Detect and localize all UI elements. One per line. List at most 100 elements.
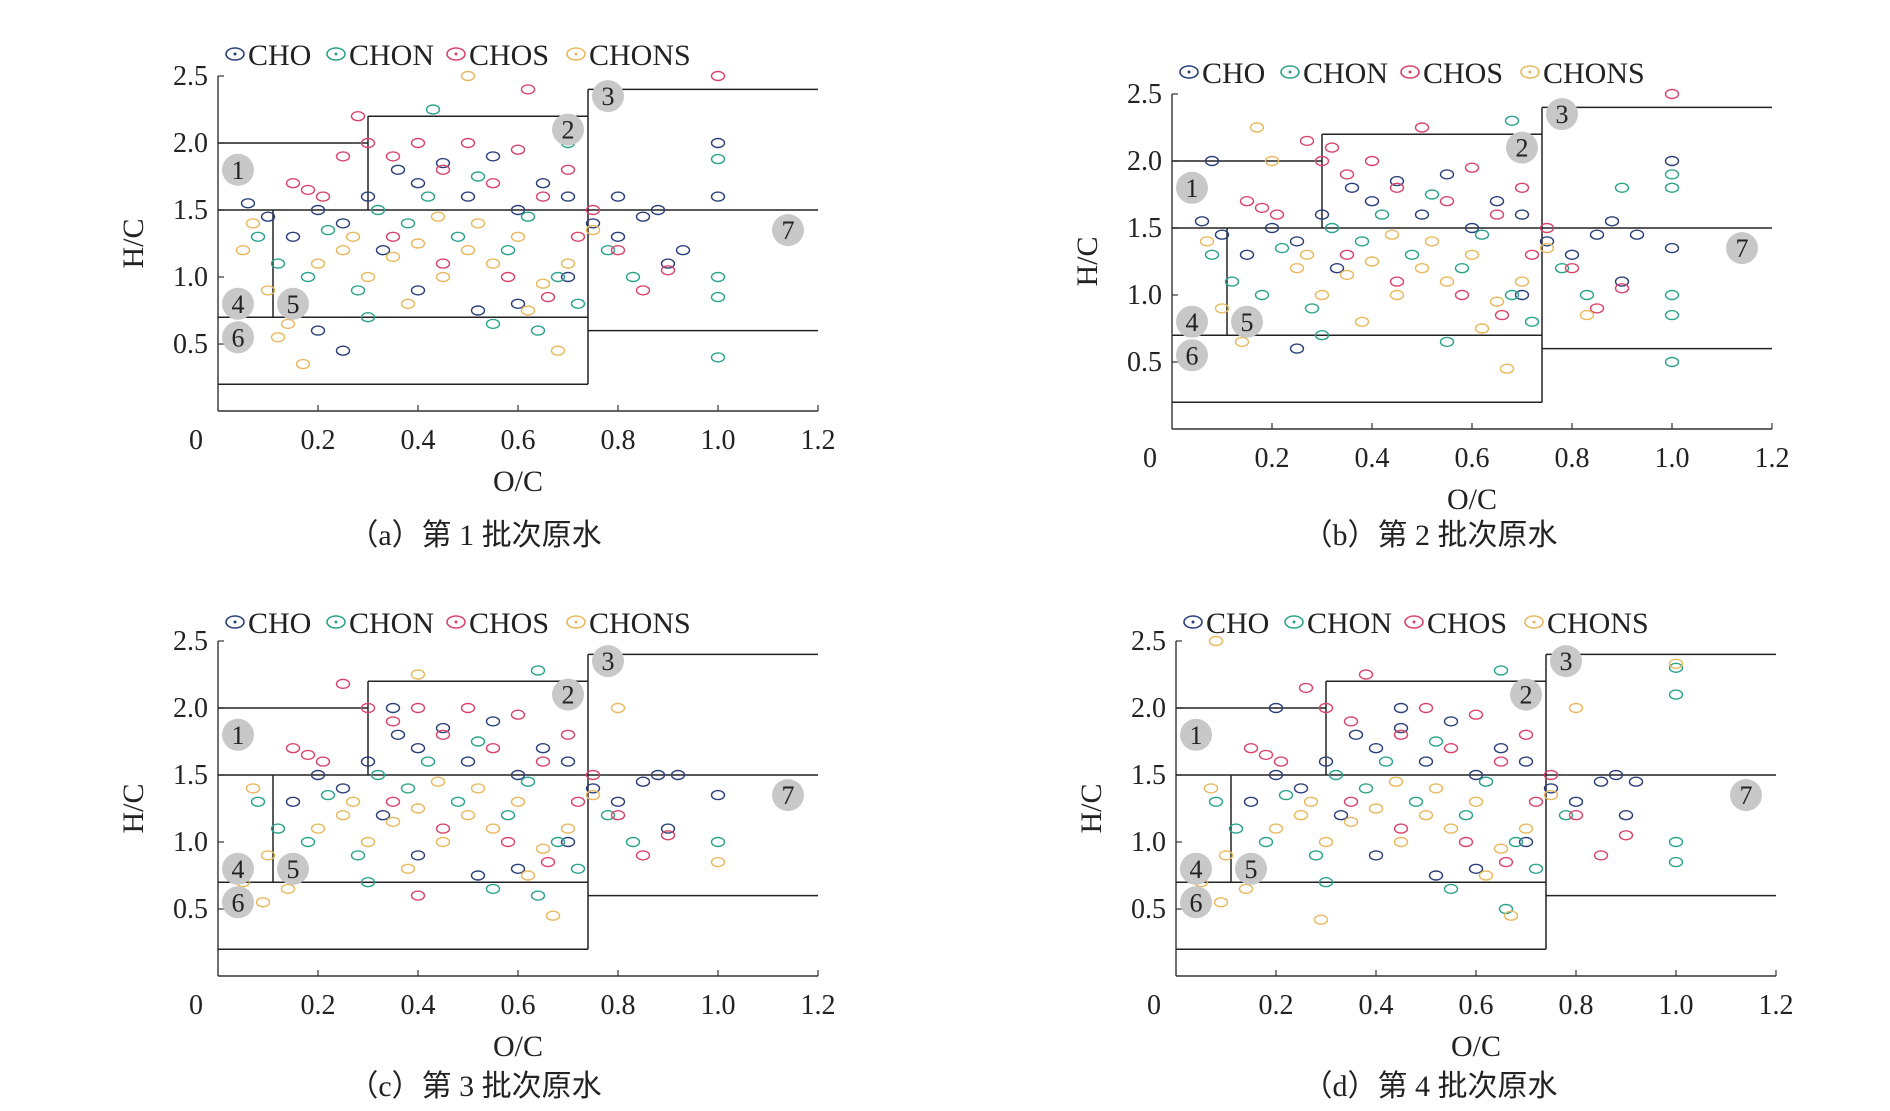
data-point-chos [435, 164, 451, 176]
region-marker-7 [772, 214, 804, 247]
region-marker-5 [1231, 305, 1263, 338]
legend-label: CHOS [469, 607, 549, 640]
data-point-chos [360, 137, 376, 149]
data-point-chos [510, 709, 526, 720]
x-tick-label: 0.6 [501, 990, 536, 1021]
data-point-chon [570, 298, 586, 309]
data-point-chos [435, 729, 451, 740]
data-point-cho [1194, 216, 1210, 227]
data-point-chos [385, 151, 401, 162]
data-point-chons [295, 358, 311, 370]
data-point-chos [460, 702, 476, 714]
data-point-chons [270, 332, 286, 343]
data-point-chons [235, 244, 251, 256]
data-point-cho [1264, 222, 1280, 234]
region-marker-3 [592, 80, 624, 113]
data-point-chos [360, 702, 376, 714]
data-point-chos [1454, 289, 1470, 301]
legend-marker-dot [334, 620, 338, 624]
y-tick-label: 2.5 [1131, 626, 1166, 657]
data-point-chos [315, 756, 331, 767]
legend-label: CHO [248, 607, 311, 640]
data-point-cho [335, 783, 351, 794]
chart-panel-b: 0 0.2 0.4 0.6 0.8 1.0 1.2 0.5 1.0 1.5 2.0 2.5 O/C H/C… [1071, 57, 1790, 552]
data-point-cho [1564, 249, 1580, 261]
y-tick-label: 2.0 [1131, 693, 1166, 724]
data-point-chon [1474, 229, 1490, 240]
x-tick-label: 0.4 [401, 425, 436, 456]
region-label: 1 [1190, 721, 1203, 750]
x-tick-label: 1.2 [801, 990, 836, 1021]
data-point-chons [545, 910, 561, 921]
data-point-cho [1329, 263, 1345, 274]
data-point-cho [1443, 716, 1459, 727]
data-point-chons [460, 810, 476, 821]
data-point-cho [1464, 222, 1480, 234]
data-point-chon [400, 218, 416, 229]
data-point-cho [1629, 229, 1645, 240]
region-marker-5 [277, 287, 309, 320]
data-point-chons [1299, 249, 1315, 261]
region-label: 4 [232, 290, 245, 319]
data-point-chos [385, 716, 401, 727]
data-point-chons [510, 231, 526, 243]
legend-marker [446, 615, 466, 629]
data-point-cho [1664, 155, 1680, 167]
data-point-cho [1514, 289, 1530, 301]
data-point-chons [1289, 263, 1305, 274]
data-point-chos [300, 184, 316, 196]
data-point-cho [650, 769, 666, 781]
region-label: 3 [602, 82, 615, 111]
data-point-chon [1204, 249, 1220, 261]
data-point-chon [320, 224, 336, 236]
data-point-cho [240, 198, 256, 209]
data-point-chon [1258, 836, 1274, 848]
data-point-chon [710, 153, 726, 165]
y-tick-label: 0.5 [173, 894, 208, 925]
region-label: 6 [232, 888, 245, 917]
x-tick-label: 0.2 [1255, 443, 1290, 474]
region-marker-3 [1546, 98, 1578, 131]
data-point-chos [500, 836, 516, 848]
data-point-chon [625, 271, 641, 283]
data-point-chos [1464, 162, 1480, 173]
data-point-cho [335, 218, 351, 229]
data-point-chon [1278, 789, 1294, 801]
data-point-chon [1668, 662, 1684, 673]
data-point-cho [285, 796, 301, 807]
data-point-chon [420, 756, 436, 767]
data-point-chon [1304, 303, 1320, 314]
data-point-chon [485, 318, 501, 330]
data-point-chos [1258, 749, 1274, 761]
data-point-cho [360, 191, 376, 202]
data-point-chos [410, 137, 426, 149]
legend-label: CHOS [1427, 607, 1507, 640]
y-tick-label: 1.5 [173, 195, 208, 226]
region-label: 7 [1736, 234, 1749, 263]
x-tick-label: 0 [189, 990, 203, 1021]
legend-label: CHO [1206, 607, 1269, 640]
data-point-chos [1314, 155, 1330, 167]
legend-marker [566, 615, 586, 629]
data-point-chos [1518, 729, 1534, 740]
region-label: 1 [1186, 174, 1199, 203]
data-point-chos [410, 890, 426, 901]
data-point-chons [1468, 796, 1484, 807]
x-tick-label: 1.0 [1655, 443, 1690, 474]
data-point-chons [1313, 914, 1329, 925]
legend-marker-dot [1528, 70, 1532, 74]
data-point-chos [1273, 756, 1289, 767]
data-point-cho [335, 345, 351, 356]
data-point-chon [1443, 883, 1459, 895]
data-point-chon [1664, 169, 1680, 180]
data-point-chos [1254, 202, 1270, 214]
data-point-chos [335, 678, 351, 690]
data-point-chon [600, 810, 616, 821]
data-point-chons [585, 224, 601, 236]
data-point-chos [1364, 155, 1380, 167]
data-point-chos [570, 796, 586, 807]
region-label: 5 [1241, 308, 1254, 337]
y-tick-label: 1.5 [1131, 760, 1166, 791]
data-point-chos [610, 244, 626, 256]
data-point-chons [1418, 810, 1434, 821]
